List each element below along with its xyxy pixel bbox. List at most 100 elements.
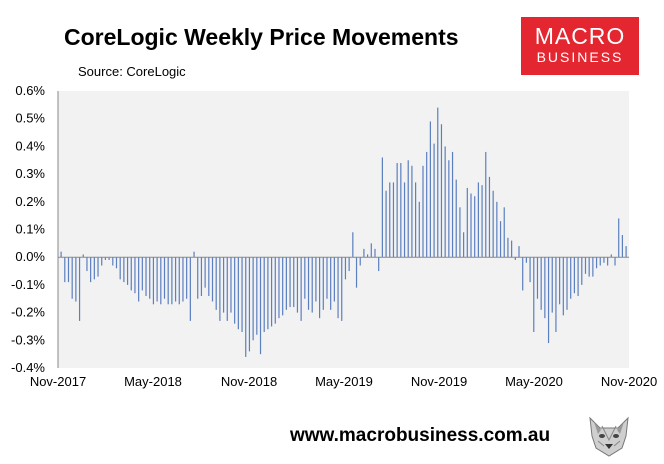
- bar: [86, 257, 88, 272]
- bar: [359, 257, 361, 266]
- y-tick-labels: -0.4% -0.3% -0.2% -0.1% 0.0% 0.1% 0.2% 0.3% 0.4%…: [11, 83, 45, 375]
- bar: [429, 121, 431, 258]
- bar: [455, 179, 457, 258]
- bar: [307, 257, 310, 310]
- footer-url[interactable]: www.macrobusiness.com.au: [290, 425, 551, 446]
- bar: [562, 257, 564, 316]
- bar: [514, 257, 516, 260]
- bar: [289, 257, 291, 308]
- bar: [189, 257, 191, 321]
- bar: [344, 257, 347, 280]
- x-tick-label: Nov-2018: [221, 374, 277, 389]
- bar: [614, 257, 616, 266]
- bar: [300, 257, 302, 321]
- bar: [285, 257, 287, 310]
- bar: [525, 257, 527, 263]
- bar: [459, 207, 461, 258]
- bar: [499, 221, 502, 258]
- bar: [163, 257, 166, 299]
- bar: [333, 257, 335, 302]
- bar: [341, 257, 343, 321]
- bar: [418, 201, 420, 258]
- bar: [470, 193, 472, 258]
- bar: [67, 257, 70, 283]
- bar: [293, 257, 295, 308]
- bar: [267, 257, 269, 330]
- bar: [145, 257, 147, 296]
- bar: [400, 163, 402, 258]
- bar: [536, 257, 539, 299]
- bar-chart: -0.4% -0.3% -0.2% -0.1% 0.0% 0.1% 0.2% 0.3% 0.4%…: [11, 83, 657, 389]
- bar: [318, 257, 321, 319]
- bar: [226, 257, 228, 321]
- bar: [211, 257, 214, 302]
- bar: [160, 257, 162, 305]
- bar: [389, 182, 391, 258]
- bar: [315, 257, 317, 302]
- y-tick-label: 0.3%: [15, 166, 45, 181]
- y-tick-label: 0.2%: [15, 194, 45, 209]
- bar: [252, 257, 254, 341]
- bar: [610, 254, 612, 258]
- macrobusiness-logo: MACRO BUSINESS: [521, 17, 639, 75]
- bar: [566, 257, 568, 310]
- bar: [577, 257, 579, 296]
- bar: [448, 160, 450, 258]
- bar: [152, 257, 155, 305]
- bar: [440, 124, 443, 258]
- bar: [219, 257, 221, 321]
- bar: [112, 257, 114, 266]
- bar: [193, 251, 195, 258]
- bar: [230, 257, 232, 313]
- bar: [274, 257, 276, 324]
- bar: [241, 257, 243, 332]
- bar: [477, 182, 479, 258]
- bar: [518, 246, 520, 258]
- bar: [256, 257, 258, 335]
- bar: [573, 257, 576, 294]
- x-tick-label: Nov-2019: [411, 374, 467, 389]
- bar: [481, 185, 483, 258]
- bar: [621, 235, 624, 258]
- bar: [234, 257, 236, 324]
- bar: [126, 257, 129, 285]
- bar: [263, 257, 265, 332]
- bar: [215, 257, 217, 310]
- y-tick-label: -0.4%: [11, 360, 45, 375]
- bar: [178, 257, 180, 305]
- bar: [407, 160, 409, 258]
- bar: [304, 257, 306, 299]
- y-tick-label: 0.4%: [15, 138, 45, 153]
- bar: [123, 257, 125, 283]
- bar: [237, 257, 239, 330]
- bar: [370, 243, 372, 258]
- bar: [119, 257, 121, 280]
- bar: [522, 257, 524, 291]
- x-tick-label: May-2018: [124, 374, 182, 389]
- bar: [551, 257, 553, 313]
- bar: [71, 257, 73, 299]
- bar: [466, 187, 468, 258]
- bar: [496, 201, 498, 258]
- bar: [485, 151, 487, 258]
- bar: [208, 257, 210, 296]
- bar: [108, 257, 110, 260]
- bar: [337, 257, 339, 319]
- bar: [555, 257, 557, 332]
- bar: [330, 257, 332, 310]
- y-tick-label: -0.3%: [11, 332, 45, 347]
- bar: [115, 257, 118, 269]
- x-tick-label: May-2019: [315, 374, 373, 389]
- bar: [559, 257, 561, 305]
- bar: [588, 257, 590, 277]
- bar: [463, 232, 465, 258]
- bar: [60, 251, 62, 258]
- bar: [130, 257, 132, 291]
- bar: [433, 143, 435, 258]
- wolf-logo-icon: [589, 416, 629, 457]
- chart-title: CoreLogic Weekly Price Movements: [64, 24, 459, 50]
- bar: [426, 151, 428, 258]
- bar: [385, 190, 387, 258]
- bar: [326, 257, 328, 299]
- bar: [348, 257, 350, 272]
